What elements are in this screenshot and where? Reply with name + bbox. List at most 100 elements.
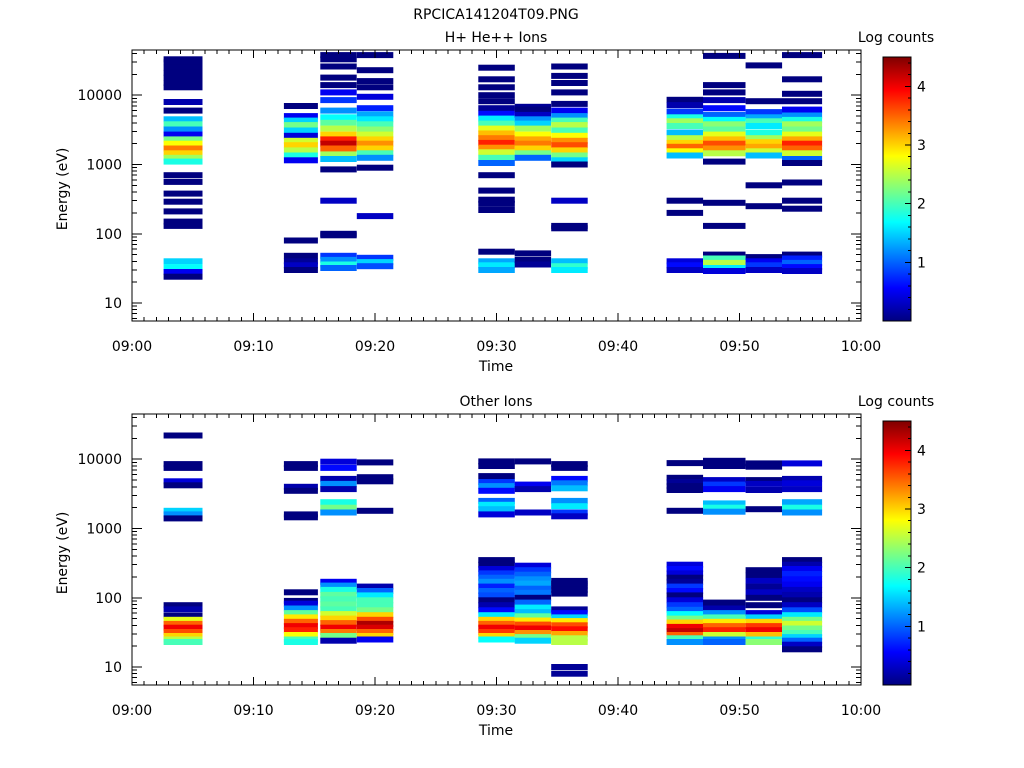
- heatmap-cell: [551, 485, 588, 492]
- heatmap-cell: [356, 612, 394, 619]
- heatmap-cell: [356, 629, 394, 635]
- heatmap-cell: [478, 98, 515, 105]
- x-tick-label: 09:20: [355, 703, 395, 719]
- heatmap-cell: [745, 487, 783, 493]
- heatmap-cell: [356, 620, 394, 627]
- heatmap-cell: [551, 122, 588, 129]
- x-tick-label: 10:00: [841, 703, 881, 719]
- heatmap-cell: [514, 585, 552, 592]
- heatmap-cell: [514, 261, 552, 268]
- heatmap-cell: [283, 618, 318, 625]
- colorbar-frame: [882, 56, 912, 322]
- heatmap-cell: [703, 639, 746, 645]
- heatmap-cell: [320, 97, 357, 104]
- heatmap-cell: [320, 107, 357, 114]
- colorbar-tick-label: 2: [917, 197, 926, 213]
- heatmap-cell: [666, 267, 704, 273]
- heatmap-cell: [666, 123, 704, 129]
- heatmap-cell: [703, 105, 746, 112]
- heatmap-cell: [666, 96, 704, 103]
- heatmap-cell: [163, 629, 203, 635]
- heatmap-cell: [320, 125, 357, 132]
- heatmap-cell: [514, 604, 552, 611]
- heatmap-cell: [320, 166, 357, 173]
- heatmap-cell: [163, 264, 203, 271]
- heatmap-cell: [666, 619, 704, 626]
- heatmap-cell: [356, 588, 394, 594]
- heatmap-cell: [782, 126, 823, 133]
- heatmap-cell: [782, 602, 823, 609]
- heatmap-cell: [551, 63, 588, 70]
- heatmap-cell: [514, 125, 552, 132]
- heatmap-cell: [782, 255, 823, 262]
- heatmap-cell: [514, 599, 552, 606]
- heatmap-cell: [163, 126, 203, 133]
- heatmap-cell: [745, 258, 783, 265]
- heatmap-cell: [283, 639, 318, 645]
- heatmap-cell: [283, 142, 318, 149]
- heatmap-cell: [666, 102, 704, 109]
- heatmap-cell: [514, 145, 552, 152]
- heatmap-cell: [320, 114, 357, 121]
- x-axis-label: Time: [478, 723, 513, 739]
- heatmap-cell: [320, 136, 357, 143]
- heatmap-cell: [666, 588, 704, 594]
- heatmap-cell: [320, 606, 357, 613]
- heatmap-cell: [703, 82, 746, 89]
- heatmap-cell: [703, 140, 746, 147]
- heatmap-cell: [666, 460, 704, 467]
- heatmap-cell: [320, 475, 357, 482]
- heatmap-cell: [320, 637, 357, 644]
- heatmap-cell: [514, 106, 552, 113]
- heatmap-cell: [163, 461, 203, 468]
- heatmap-cell: [478, 110, 515, 117]
- heatmap-cell: [745, 135, 783, 142]
- heatmap-cell: [745, 480, 783, 487]
- heatmap-cell: [478, 612, 515, 619]
- heatmap-cell: [478, 187, 515, 194]
- heatmap-cell: [551, 586, 588, 593]
- heatmap-cell: [666, 118, 704, 125]
- heatmap-cell: [356, 126, 394, 133]
- x-axis-label: Time: [478, 359, 513, 375]
- heatmap-cell: [320, 504, 357, 511]
- x-tick-label: 09:20: [355, 339, 395, 355]
- heatmap-cell: [782, 620, 823, 627]
- heatmap-cell: [283, 623, 318, 630]
- figure-title: RPCICA141204T09.PNG: [413, 7, 578, 23]
- heatmap-cell: [514, 594, 552, 601]
- heatmap-cell: [745, 623, 783, 630]
- heatmap-cell: [356, 154, 394, 161]
- heatmap-cell: [551, 267, 588, 273]
- heatmap-cell: [745, 114, 783, 121]
- heatmap-cell: [782, 509, 823, 516]
- y-tick-label: 100: [95, 227, 122, 243]
- heatmap-cell: [478, 172, 515, 179]
- heatmap-cell: [356, 259, 394, 266]
- heatmap-cell: [283, 487, 318, 494]
- heatmap-cell: [320, 611, 357, 618]
- heatmap-cell: [745, 632, 783, 638]
- y-tick-label: 10: [104, 296, 122, 312]
- heatmap-cell: [745, 589, 783, 596]
- heatmap-cell: [703, 481, 746, 488]
- heatmap-cell: [163, 612, 203, 619]
- heatmap-cell: [703, 610, 746, 617]
- heatmap-cell: [478, 616, 515, 623]
- colorbar: 1 2 3 4: [882, 420, 926, 686]
- heatmap-cell: [703, 486, 746, 493]
- heatmap-cell: [745, 460, 783, 467]
- heatmap-cell: [745, 139, 783, 146]
- heatmap-cell: [666, 209, 704, 216]
- heatmap-cell: [551, 147, 588, 154]
- heatmap-cell: [514, 630, 552, 636]
- heatmap-cell: [745, 118, 783, 125]
- heatmap-cell: [703, 89, 746, 96]
- heatmap-cell: [782, 251, 823, 258]
- heatmap-cell: [551, 113, 588, 120]
- heatmap-cell: [551, 100, 588, 107]
- heatmap-cell: [478, 501, 515, 508]
- heatmap-cell: [782, 90, 823, 97]
- heatmap-cell: [666, 639, 704, 645]
- heatmap-cell: [514, 609, 552, 616]
